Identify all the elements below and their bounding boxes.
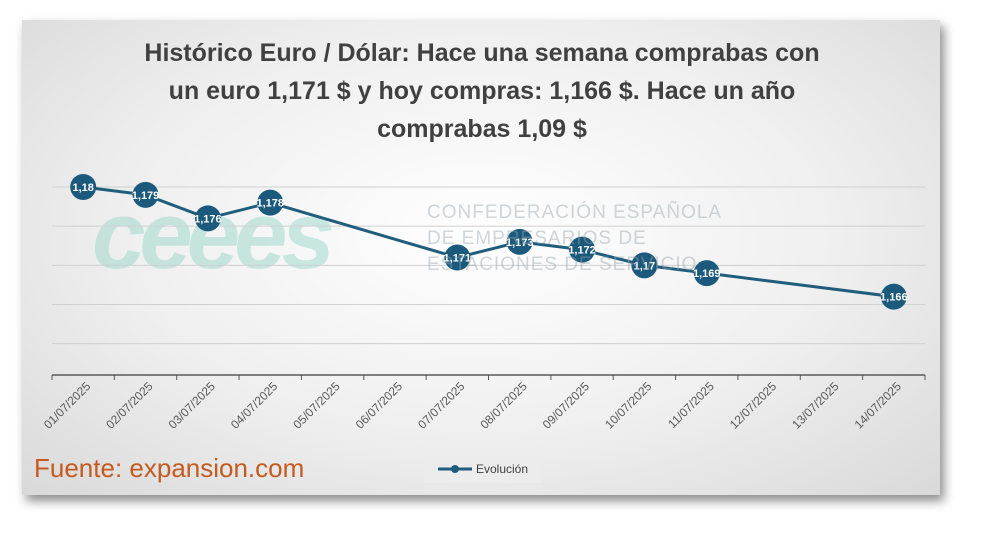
data-point (693, 260, 720, 287)
data-label: 1,172 (568, 245, 596, 257)
gridlines (52, 186, 925, 345)
watermark-org-line-3: ESTACIONES DE SERVICIO (427, 254, 698, 275)
ceees-logo-watermark: ceees (92, 182, 339, 289)
x-axis (51, 374, 926, 380)
x-tick-label: 14/07/2025 (852, 379, 905, 432)
data-point (132, 181, 159, 208)
x-tick-label: 12/07/2025 (727, 379, 780, 432)
data-label: 1,166 (880, 292, 908, 304)
legend-line-marker-icon (437, 465, 472, 473)
chart-title: Histórico Euro / Dólar: Hace una semana … (82, 34, 882, 148)
data-label: 1,173 (506, 237, 534, 249)
x-tick-label: 02/07/2025 (103, 379, 156, 432)
x-tick-label: 13/07/2025 (789, 379, 842, 432)
chart-title-line-1: Histórico Euro / Dólar: Hace una semana … (144, 39, 820, 67)
data-point (569, 236, 596, 263)
data-label: 1,169 (693, 268, 721, 280)
data-label: 1,178 (256, 198, 284, 210)
data-label: 1,17 (634, 260, 655, 272)
chart-title-line-2: un euro 1,171 $ y hoy compras: 1,166 $. … (168, 77, 796, 105)
data-point (444, 244, 471, 271)
data-point (194, 205, 221, 232)
x-tick-label: 05/07/2025 (290, 379, 343, 432)
source-text: Fuente: expansion.com (34, 453, 305, 483)
legend: Evolución (424, 455, 542, 483)
x-tick-label: 01/07/2025 (41, 379, 94, 432)
x-tick-labels: 01/07/2025 02/07/2025 03/07/2025 04/07/2025… (41, 379, 904, 432)
data-label: 1,171 (444, 253, 472, 265)
chart-card: Histórico Euro / Dólar: Hace una semana … (22, 20, 940, 495)
data-label: 1,176 (194, 213, 222, 225)
legend-label: Evolución (475, 462, 529, 476)
x-tick-label: 06/07/2025 (353, 379, 406, 432)
x-tick-label: 07/07/2025 (415, 379, 468, 432)
data-point (880, 283, 907, 310)
data-point (631, 252, 658, 279)
line-chart: ceees 1,18 1,179 1,176 1,178 1,171 1,173 1,172… (41, 174, 926, 432)
series-line (82, 185, 895, 299)
watermark-org-line-1: CONFEDERACIÓN ESPAÑOLA (427, 202, 723, 223)
data-point (70, 174, 97, 200)
series-evolucion: 1,18 1,179 1,176 1,178 1,171 1,173 1,172 1,17 1,… (70, 174, 908, 310)
chart-title-line-3: comprabas 1,09 $ (377, 115, 587, 143)
watermark-org-name: CONFEDERACIÓN ESPAÑOLA DE EMPRESARIOS DE… (427, 200, 747, 278)
data-label: 1,18 (72, 182, 93, 194)
x-tick-label: 03/07/2025 (166, 379, 219, 432)
x-tick-label: 04/07/2025 (228, 379, 281, 432)
data-point (506, 228, 533, 255)
x-tick-label: 10/07/2025 (602, 379, 655, 432)
x-tick-label: 09/07/2025 (540, 379, 593, 432)
data-point (257, 189, 284, 216)
data-label: 1,179 (132, 190, 160, 202)
ceees-logo-text: ceees (92, 182, 333, 289)
watermark-org-line-2: DE EMPRESARIOS DE (427, 228, 647, 249)
x-tick-label: 08/07/2025 (477, 379, 530, 432)
x-tick-label: 11/07/2025 (665, 379, 717, 431)
